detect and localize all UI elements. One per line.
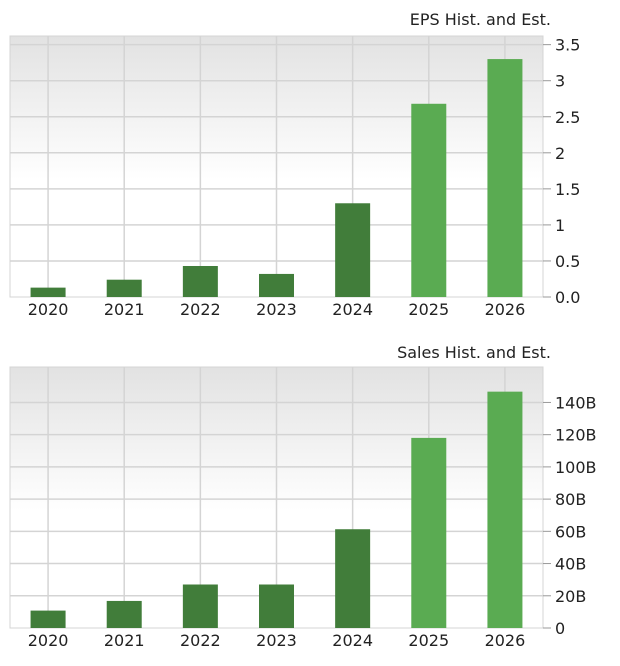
bar-2023 (259, 584, 294, 628)
bar-2020 (30, 610, 66, 628)
bar-2025 (411, 103, 447, 297)
x-tick-label: 2020 (28, 300, 69, 319)
bar-2024 (335, 203, 371, 297)
y-tick-label: 100B (555, 458, 597, 477)
chart-title: EPS Hist. and Est. (410, 10, 551, 29)
y-tick-label: 2 (555, 144, 565, 163)
x-tick-label: 2022 (180, 300, 221, 319)
x-tick-label: 2021 (104, 631, 145, 650)
y-tick-label: 0 (555, 619, 565, 638)
x-tick-label: 2023 (256, 300, 297, 319)
bar-2023 (259, 273, 294, 297)
x-tick-label: 2026 (485, 631, 526, 650)
x-tick-label: 2020 (28, 631, 69, 650)
y-tick-label: 120B (555, 426, 597, 445)
y-tick-label: 0.5 (555, 252, 580, 271)
bar-2024 (335, 529, 371, 628)
y-tick-label: 0.0 (555, 288, 580, 307)
bar-2021 (106, 279, 142, 297)
sales-chart: Sales Hist. and Est. 0 20B 40B 60B 80B 100B 120… (9, 343, 597, 650)
y-tick-label: 2.5 (555, 108, 580, 127)
y-tick-label: 1.5 (555, 180, 580, 199)
y-tick-label: 3 (555, 72, 565, 91)
y-tick-label: 60B (555, 522, 586, 541)
x-tick-label: 2025 (408, 631, 449, 650)
bar-2021 (106, 600, 142, 628)
x-tick-label: 2021 (104, 300, 145, 319)
bar-2026 (487, 59, 523, 297)
y-tick-label: 3.5 (555, 36, 580, 55)
y-tick-label: 20B (555, 587, 586, 606)
x-tick-label: 2023 (256, 631, 297, 650)
y-tick-label: 40B (555, 555, 586, 574)
x-tick-label: 2024 (332, 300, 373, 319)
bar-2026 (487, 391, 523, 628)
x-tick-label: 2026 (485, 300, 526, 319)
y-tick-label: 80B (555, 490, 586, 509)
chart-title: Sales Hist. and Est. (397, 343, 551, 362)
x-tick-label: 2022 (180, 631, 221, 650)
eps-chart: EPS Hist. and Est. 0.0 0.5 1 1.5 2 2.5 3 3.5 2020… (9, 10, 580, 319)
bar-2025 (411, 437, 447, 628)
bar-2020 (30, 287, 66, 297)
y-tick-label: 140B (555, 393, 597, 412)
y-tick-label: 1 (555, 216, 565, 235)
x-tick-label: 2025 (408, 300, 449, 319)
bar-2022 (182, 265, 218, 297)
x-tick-label: 2024 (332, 631, 373, 650)
bar-2022 (182, 584, 218, 628)
